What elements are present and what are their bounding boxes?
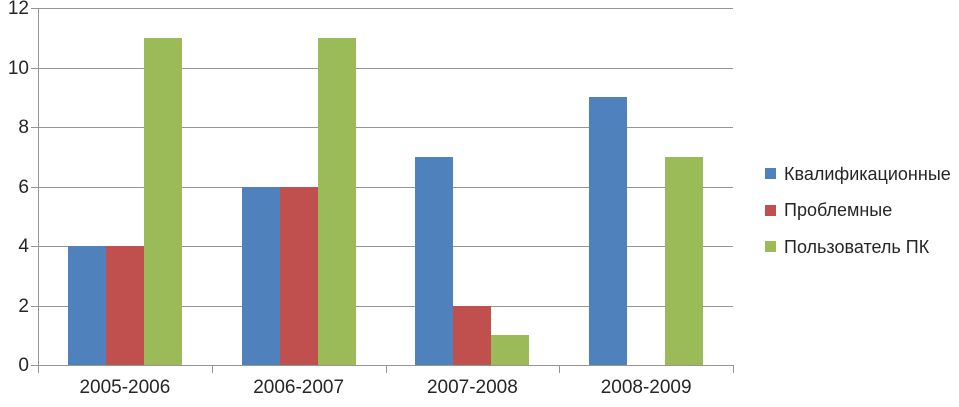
legend-item: Квалификационные — [765, 160, 951, 187]
legend-item: Пользователь ПК — [765, 233, 929, 260]
y-tick-label: 4 — [18, 236, 29, 257]
y-tick-mark — [31, 305, 38, 307]
y-tick-label: 8 — [18, 117, 29, 138]
gridline — [38, 67, 733, 69]
x-tick-mark — [38, 365, 39, 373]
bar-green — [317, 37, 356, 365]
y-tick-mark — [31, 246, 38, 247]
legend-swatch — [765, 241, 776, 252]
x-tick-mark — [385, 365, 387, 373]
bar-blue — [241, 186, 280, 365]
gridline — [38, 186, 733, 188]
legend-label: Проблемные — [784, 200, 893, 220]
y-tick-mark — [31, 8, 38, 9]
x-tick-mark — [559, 365, 561, 373]
bar-blue — [415, 156, 454, 365]
gridline — [38, 246, 733, 247]
x-tick-mark — [211, 365, 213, 373]
y-tick-label: 6 — [18, 176, 29, 198]
y-tick-label: 2 — [18, 295, 29, 317]
legend-label: Квалификационные — [784, 163, 951, 184]
x-axis-label: 2005-2006 — [79, 377, 171, 398]
legend-swatch — [765, 204, 776, 216]
gridline — [38, 305, 733, 307]
x-axis-label: 2007-2008 — [426, 377, 518, 398]
y-tick-label: 0 — [18, 355, 29, 376]
legend-swatch — [765, 168, 776, 179]
y-tick-mark — [31, 67, 38, 69]
bar-blue — [589, 97, 628, 365]
x-axis-label: 2006-2007 — [253, 377, 345, 398]
bar-red — [453, 305, 492, 365]
bar-blue — [67, 246, 106, 365]
legend-label: Пользователь ПК — [784, 236, 930, 257]
gridline — [38, 127, 733, 128]
gridline — [38, 8, 733, 9]
y-axis-line — [38, 8, 39, 365]
x-tick-mark — [733, 365, 734, 373]
bar-red — [105, 246, 144, 365]
y-tick-label: 12 — [7, 0, 29, 19]
x-axis-label: 2008-2009 — [600, 377, 692, 398]
x-axis-line — [38, 365, 733, 366]
y-tick-label: 10 — [7, 57, 29, 79]
y-tick-mark — [31, 186, 38, 188]
legend-item: Проблемные — [765, 197, 892, 224]
y-tick-mark — [31, 127, 38, 128]
bar-red — [279, 186, 318, 365]
bar-green — [143, 37, 182, 365]
bar-green — [665, 156, 704, 365]
y-tick-mark — [31, 365, 38, 366]
bar-green — [491, 335, 530, 365]
